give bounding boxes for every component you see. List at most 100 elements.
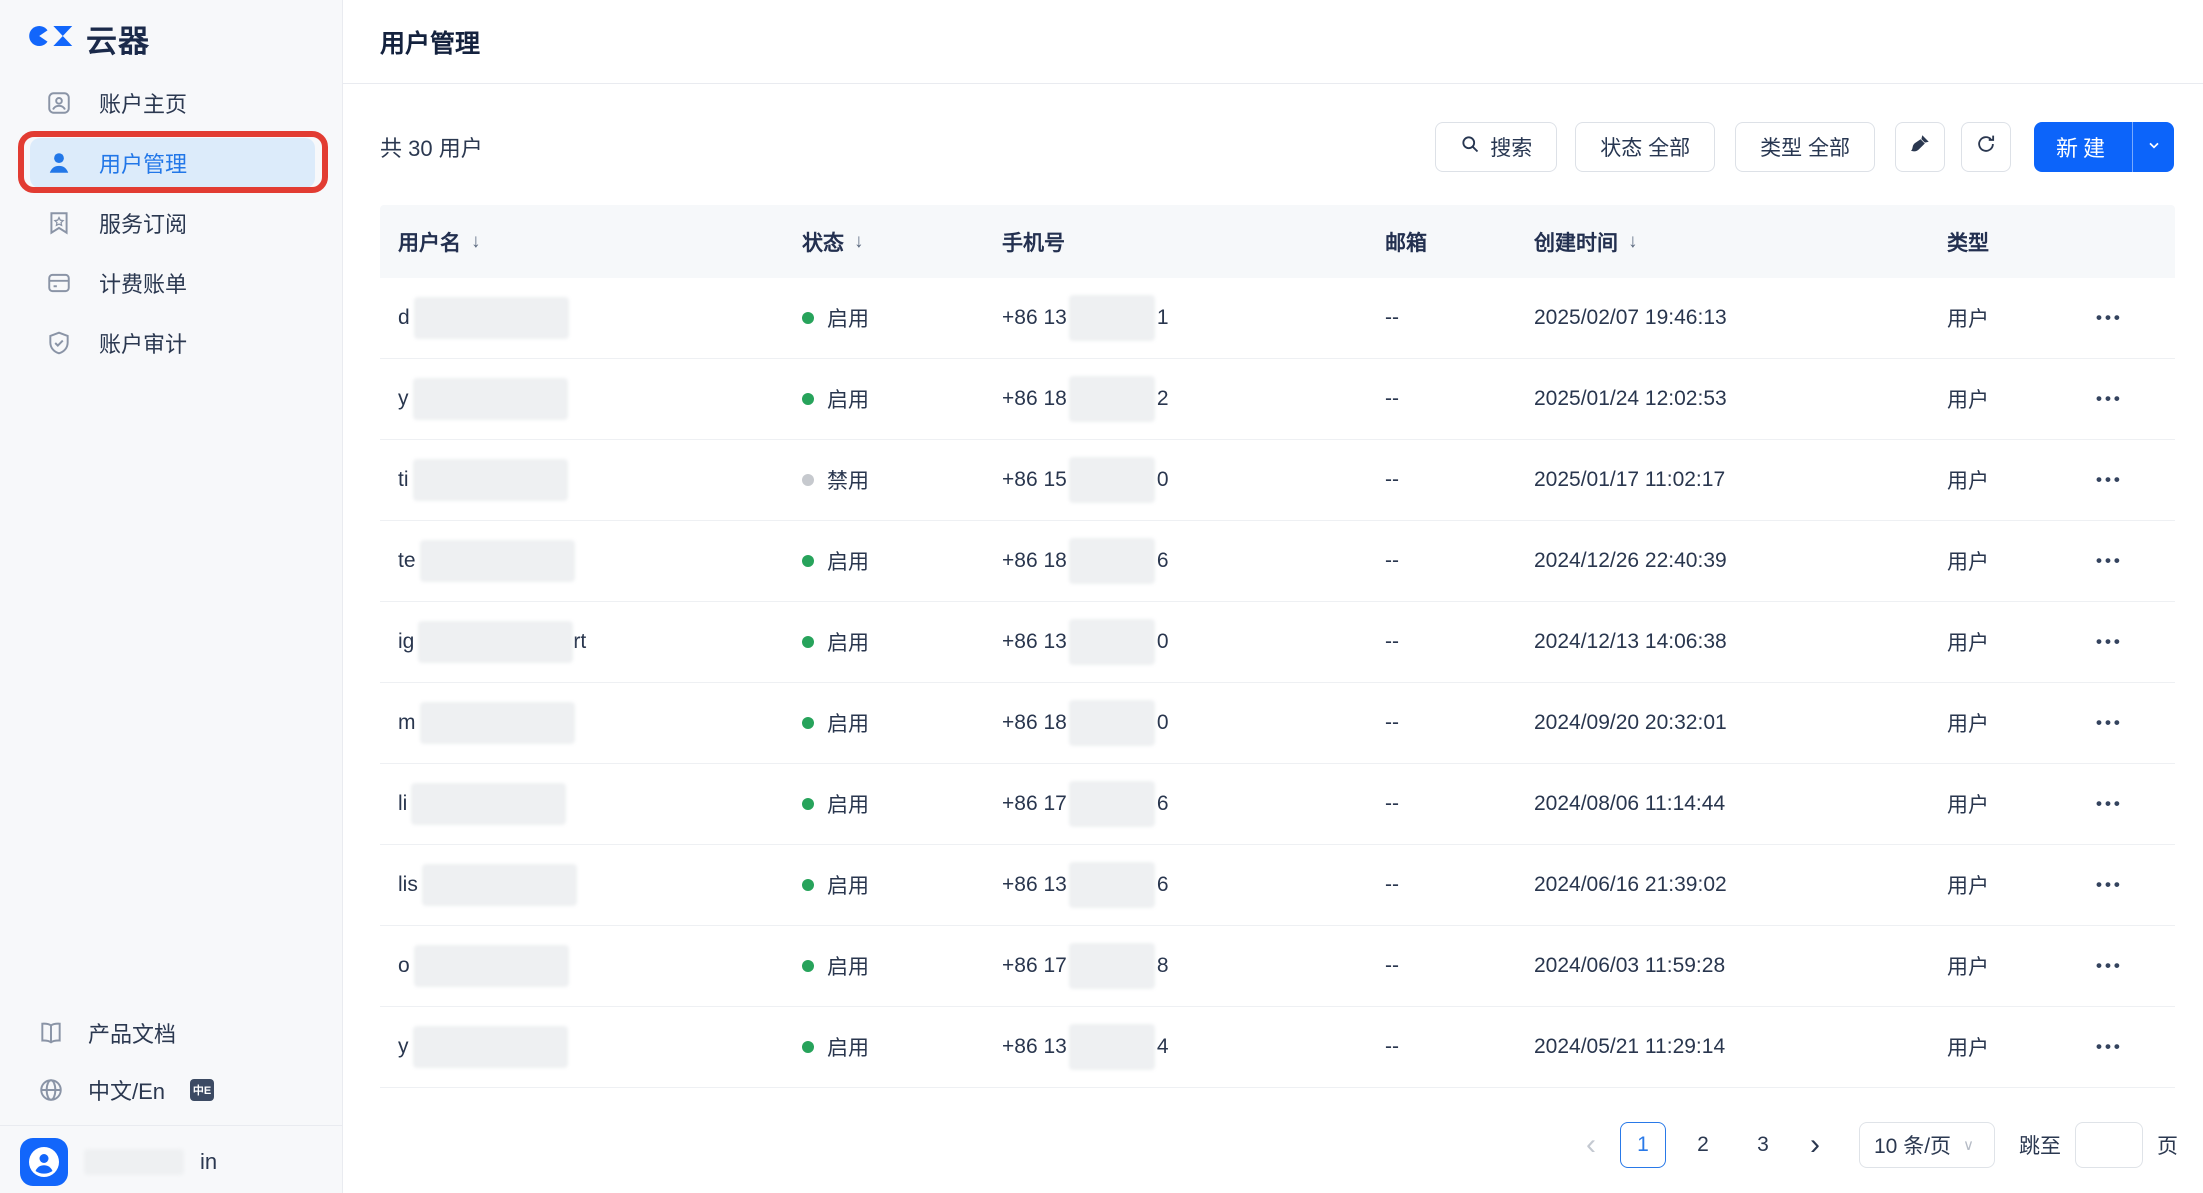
- row-actions-button[interactable]: •••: [2096, 389, 2123, 408]
- user-avatar: [20, 1138, 68, 1186]
- sidebar-item-account-home[interactable]: 账户主页: [0, 73, 342, 133]
- sidebar-item-language-switch[interactable]: 中文/En 中E: [0, 1065, 342, 1115]
- phone-suffix: 0: [1156, 630, 1169, 653]
- status-label: 启用: [827, 308, 869, 331]
- status-filter-button[interactable]: 状态 全部: [1575, 122, 1716, 172]
- redacted-username: [84, 1149, 184, 1175]
- sidebar-item-label: 用户管理: [99, 152, 188, 177]
- table-row[interactable]: ig rt 启用 +86 13 0 -- 2024/12/13 14:06:38 用…: [380, 602, 2175, 683]
- brand-name: 云器: [86, 24, 150, 59]
- row-actions-button[interactable]: •••: [2096, 956, 2123, 975]
- column-header-username[interactable]: 用户名 ↓: [398, 230, 481, 255]
- toolbar-actions: 搜索 状态 全部 类型 全部: [1435, 122, 2174, 172]
- row-actions-button[interactable]: •••: [2096, 308, 2123, 327]
- create-new-button[interactable]: 新建: [2055, 136, 2110, 161]
- jump-to-label: 跳至: [2019, 1135, 2061, 1158]
- sidebar-item-billing[interactable]: 计费账单: [0, 253, 342, 313]
- table-row[interactable]: li 启用 +86 17 6 -- 2024/08/06 11:14:44 用户 …: [380, 764, 2175, 845]
- search-button-label: 搜索: [1490, 137, 1533, 160]
- created-cell: 2024/08/06 11:14:44: [1534, 792, 1726, 815]
- translate-badge-icon: 中E: [190, 1079, 215, 1101]
- sidebar-item-product-docs[interactable]: 产品文档: [0, 1008, 342, 1058]
- type-cell: 用户: [1947, 956, 1989, 979]
- column-header-type: 类型: [1947, 231, 1989, 255]
- table-row[interactable]: m 启用 +86 18 0 -- 2024/09/20 20:32:01 用户 •…: [380, 683, 2175, 764]
- created-cell: 2025/01/24 12:02:53: [1534, 387, 1727, 410]
- type-cell: 用户: [1947, 713, 1989, 736]
- status-dot: [802, 393, 814, 405]
- phone-prefix: +86 13: [1002, 306, 1067, 329]
- refresh-button[interactable]: [1960, 122, 2011, 172]
- phone-prefix: +86 17: [1002, 954, 1067, 977]
- sidebar-item-user-management[interactable]: 用户管理: [0, 133, 342, 193]
- status-label: 启用: [827, 875, 869, 898]
- create-new-dropdown-button[interactable]: [2132, 122, 2174, 172]
- type-cell: 用户: [1947, 389, 1989, 412]
- table-row[interactable]: o 启用 +86 17 8 -- 2024/06/03 11:59:28 用户 •…: [380, 926, 2175, 1007]
- column-header-status[interactable]: 状态 ↓: [802, 230, 864, 255]
- page-button-3[interactable]: 3: [1757, 1133, 1769, 1156]
- username-prefix: li: [398, 792, 408, 815]
- status-dot: [802, 636, 814, 648]
- status-dot: [802, 879, 814, 891]
- username-suffix: rt: [573, 630, 587, 653]
- sort-desc-icon[interactable]: ↓: [854, 230, 864, 252]
- row-actions-button[interactable]: •••: [2096, 1037, 2123, 1056]
- type-cell: 用户: [1947, 1037, 1989, 1060]
- row-actions-button[interactable]: •••: [2096, 632, 2123, 651]
- phone-suffix: 6: [1156, 549, 1169, 572]
- bookmark-star-icon: [45, 209, 73, 237]
- page-button-1[interactable]: 1: [1620, 1122, 1666, 1168]
- row-actions-button[interactable]: •••: [2096, 551, 2123, 570]
- table-row[interactable]: te 启用 +86 18 6 -- 2024/12/26 22:40:39 用户 …: [380, 521, 2175, 602]
- status-label: 启用: [827, 794, 869, 817]
- sidebar: 云器 账户主页: [0, 0, 343, 1193]
- phone-prefix: +86 15: [1002, 468, 1067, 491]
- redacted-username: [419, 540, 575, 582]
- table-row[interactable]: y 启用 +86 18 2 -- 2025/01/24 12:02:53 用户 •…: [380, 359, 2175, 440]
- redacted-username: [419, 702, 575, 744]
- row-actions-button[interactable]: •••: [2096, 470, 2123, 489]
- row-actions-button[interactable]: •••: [2096, 713, 2123, 732]
- redacted-username: [411, 783, 567, 825]
- next-page-button[interactable]: ›: [1810, 1128, 1820, 1161]
- status-dot: [802, 1041, 814, 1053]
- sort-desc-icon[interactable]: ↓: [471, 230, 481, 252]
- jump-page-input[interactable]: [2075, 1122, 2143, 1168]
- column-header-created[interactable]: 创建时间 ↓: [1534, 230, 1638, 255]
- table-row[interactable]: d 启用 +86 13 1 -- 2025/02/07 19:46:13 用户 •…: [380, 278, 2175, 359]
- table-row[interactable]: ti 禁用 +86 15 0 -- 2025/01/17 11:02:17 用户 …: [380, 440, 2175, 521]
- clear-filters-button[interactable]: [1894, 122, 1945, 172]
- type-filter-label: 类型 全部: [1760, 137, 1850, 160]
- page-button-2[interactable]: 2: [1697, 1133, 1709, 1156]
- type-filter-button[interactable]: 类型 全部: [1735, 122, 1875, 172]
- created-cell: 2025/01/17 11:02:17: [1534, 468, 1726, 491]
- table-row[interactable]: y 启用 +86 13 4 -- 2024/05/21 11:29:14 用户 •…: [380, 1007, 2175, 1088]
- phone-suffix: 8: [1156, 954, 1169, 977]
- prev-page-button[interactable]: ‹: [1586, 1128, 1596, 1161]
- username-prefix: ig: [398, 630, 415, 653]
- table-row[interactable]: lis 启用 +86 13 6 -- 2024/06/16 21:39:02 用户…: [380, 845, 2175, 926]
- status-label: 启用: [827, 956, 869, 979]
- status-dot: [802, 798, 814, 810]
- redacted-username: [413, 945, 569, 987]
- email-cell: --: [1385, 387, 1399, 410]
- search-button[interactable]: 搜索: [1435, 122, 1558, 172]
- phone-suffix: 2: [1156, 387, 1169, 410]
- row-actions-button[interactable]: •••: [2096, 875, 2123, 894]
- email-cell: --: [1385, 954, 1399, 977]
- table-header-row: 用户名 ↓ 状态 ↓ 手机号 邮箱 创建时间 ↓ 类型: [380, 205, 2175, 278]
- phone-prefix: +86 13: [1002, 630, 1067, 653]
- phone-suffix: 6: [1156, 792, 1169, 815]
- sidebar-item-account-audit[interactable]: 账户审计: [0, 313, 342, 373]
- column-header-phone: 手机号: [1002, 231, 1065, 255]
- status-dot: [802, 960, 814, 972]
- redacted-phone: [1068, 619, 1155, 665]
- row-actions-button[interactable]: •••: [2096, 794, 2123, 813]
- phone-suffix: 4: [1156, 1035, 1169, 1058]
- sidebar-item-service-subscription[interactable]: 服务订阅: [0, 193, 342, 253]
- current-user-row[interactable]: in: [20, 1138, 217, 1186]
- sort-desc-icon[interactable]: ↓: [1628, 230, 1638, 252]
- page-size-select[interactable]: 10 条/页 ∨: [1859, 1122, 1995, 1168]
